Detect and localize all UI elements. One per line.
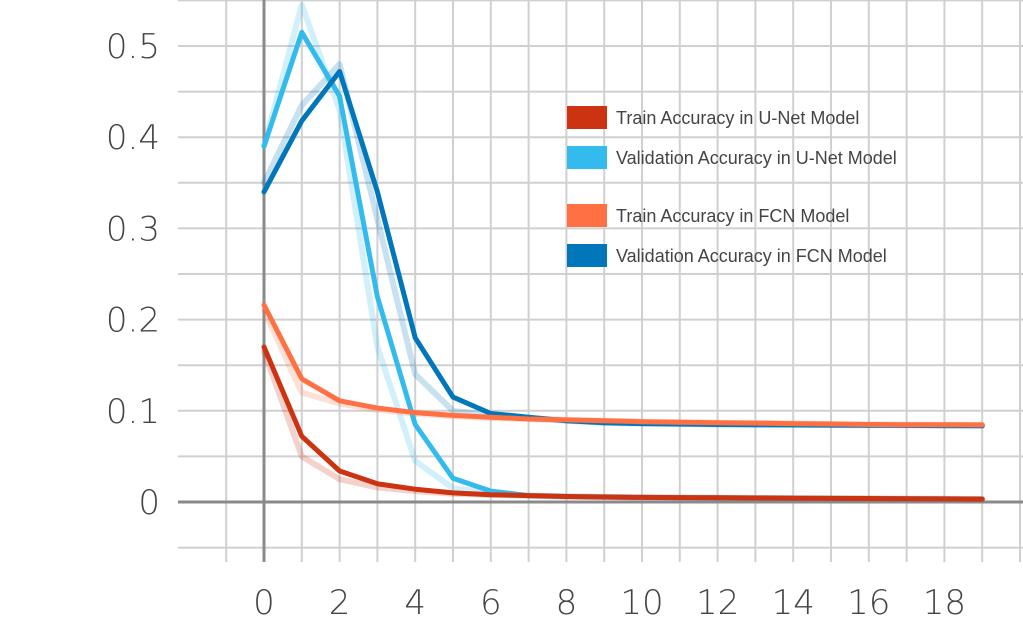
y-tick-label: 0.4 — [106, 118, 160, 158]
series-line-0 — [261, 344, 985, 502]
x-tick-label: 6 — [480, 583, 502, 620]
x-tick-label: 14 — [772, 583, 815, 620]
y-tick-label: 0.2 — [106, 301, 160, 341]
legend-swatch-2 — [567, 204, 607, 227]
y-tick-label: 0 — [138, 483, 160, 523]
x-tick-labels: 0 2 4 6 8 10 12 14 16 18 — [253, 583, 966, 620]
x-tick-label: 18 — [923, 583, 966, 620]
x-tick-label: 0 — [253, 583, 275, 620]
legend-label-2: Train Accuracy in FCN Model — [616, 206, 849, 226]
legend: Train Accuracy in U-Net Model Validation … — [567, 106, 897, 267]
grid — [178, 0, 1023, 562]
series-line-2 — [261, 302, 985, 428]
legend-swatch-1 — [567, 146, 607, 169]
y-tick-label: 0.1 — [106, 392, 160, 432]
x-tick-label: 4 — [404, 583, 426, 620]
axes — [178, 0, 1023, 562]
y-tick-labels: 0 0.1 0.2 0.3 0.4 0.5 — [106, 27, 160, 523]
x-tick-label: 12 — [696, 583, 739, 620]
legend-label-3: Validation Accuracy in FCN Model — [616, 246, 887, 266]
y-tick-label: 0.3 — [106, 209, 160, 249]
legend-swatch-0 — [567, 106, 607, 129]
x-tick-label: 16 — [847, 583, 890, 620]
x-tick-label: 2 — [329, 583, 351, 620]
x-tick-label: 10 — [620, 583, 663, 620]
series-lines — [261, 29, 985, 502]
x-tick-label: 8 — [556, 583, 578, 620]
legend-swatch-3 — [567, 244, 607, 267]
legend-label-0: Train Accuracy in U-Net Model — [616, 108, 859, 128]
legend-label-1: Validation Accuracy in U-Net Model — [616, 148, 897, 168]
y-tick-label: 0.5 — [106, 27, 160, 67]
